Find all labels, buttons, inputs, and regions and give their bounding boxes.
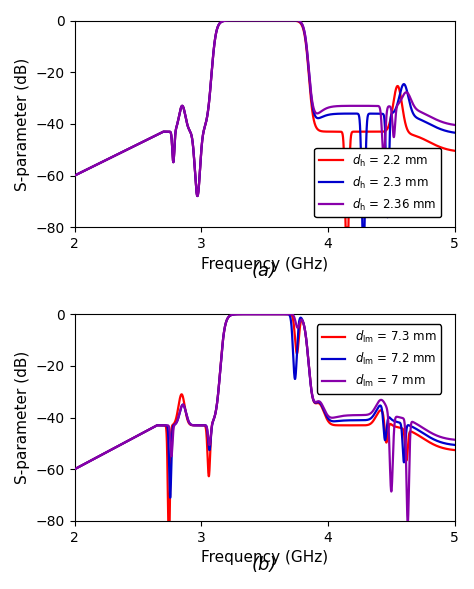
Y-axis label: S-parameter (dB): S-parameter (dB) xyxy=(15,351,30,484)
Y-axis label: S-parameter (dB): S-parameter (dB) xyxy=(15,57,30,190)
X-axis label: Frequency (GHz): Frequency (GHz) xyxy=(201,257,328,272)
X-axis label: Frequency (GHz): Frequency (GHz) xyxy=(201,550,328,565)
Text: (a): (a) xyxy=(252,263,277,280)
Legend: $d_{\rm h}$ = 2.2 mm, $d_{\rm h}$ = 2.3 mm, $d_{\rm h}$ = 2.36 mm: $d_{\rm h}$ = 2.2 mm, $d_{\rm h}$ = 2.3 … xyxy=(314,148,441,217)
Legend: $d_{\rm lm}$ = 7.3 mm, $d_{\rm lm}$ = 7.2 mm, $d_{\rm lm}$ = 7 mm: $d_{\rm lm}$ = 7.3 mm, $d_{\rm lm}$ = 7.… xyxy=(317,324,441,393)
Text: (b): (b) xyxy=(252,556,277,574)
